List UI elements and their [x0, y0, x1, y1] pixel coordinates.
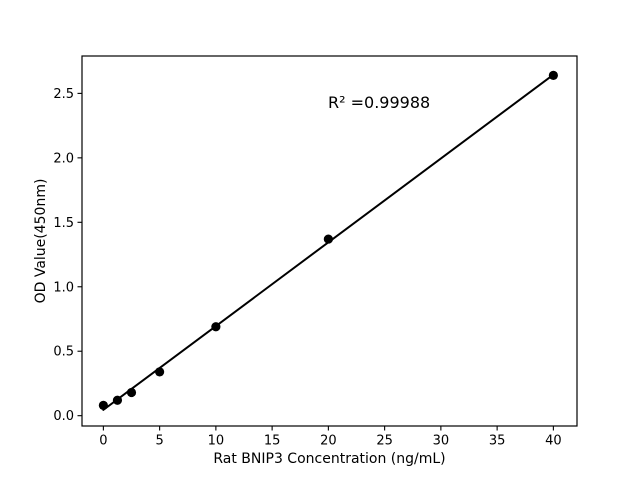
x-axis-label: Rat BNIP3 Concentration (ng/mL)	[213, 451, 445, 467]
r-squared-annotation: R² =0.99988	[328, 93, 430, 112]
data-point	[548, 70, 558, 80]
y-tick-label: 1.0	[53, 280, 74, 295]
data-point	[98, 400, 108, 410]
y-tick-label: 0.0	[53, 409, 74, 424]
y-tick-label: 1.5	[53, 216, 74, 231]
data-point	[211, 322, 221, 332]
x-tick-label: 0	[99, 434, 107, 449]
x-tick-label: 30	[433, 434, 450, 449]
data-point	[155, 367, 165, 377]
y-axis-label: OD Value(450nm)	[33, 179, 49, 304]
data-point	[323, 234, 333, 244]
x-tick-label: 15	[264, 434, 281, 449]
y-tick-label: 0.5	[53, 345, 74, 360]
data-point	[126, 387, 137, 398]
y-tick-label: 2.0	[53, 151, 74, 166]
x-tick-label: 20	[320, 434, 337, 449]
x-tick-label: 10	[208, 434, 225, 449]
x-tick-label: 35	[489, 434, 506, 449]
plot-frame	[81, 55, 578, 427]
y-tick-label: 2.5	[53, 87, 74, 102]
x-tick-label: 5	[155, 434, 163, 449]
data-point	[112, 395, 123, 405]
x-tick-label: 25	[376, 434, 393, 449]
x-tick-label: 40	[545, 434, 562, 449]
